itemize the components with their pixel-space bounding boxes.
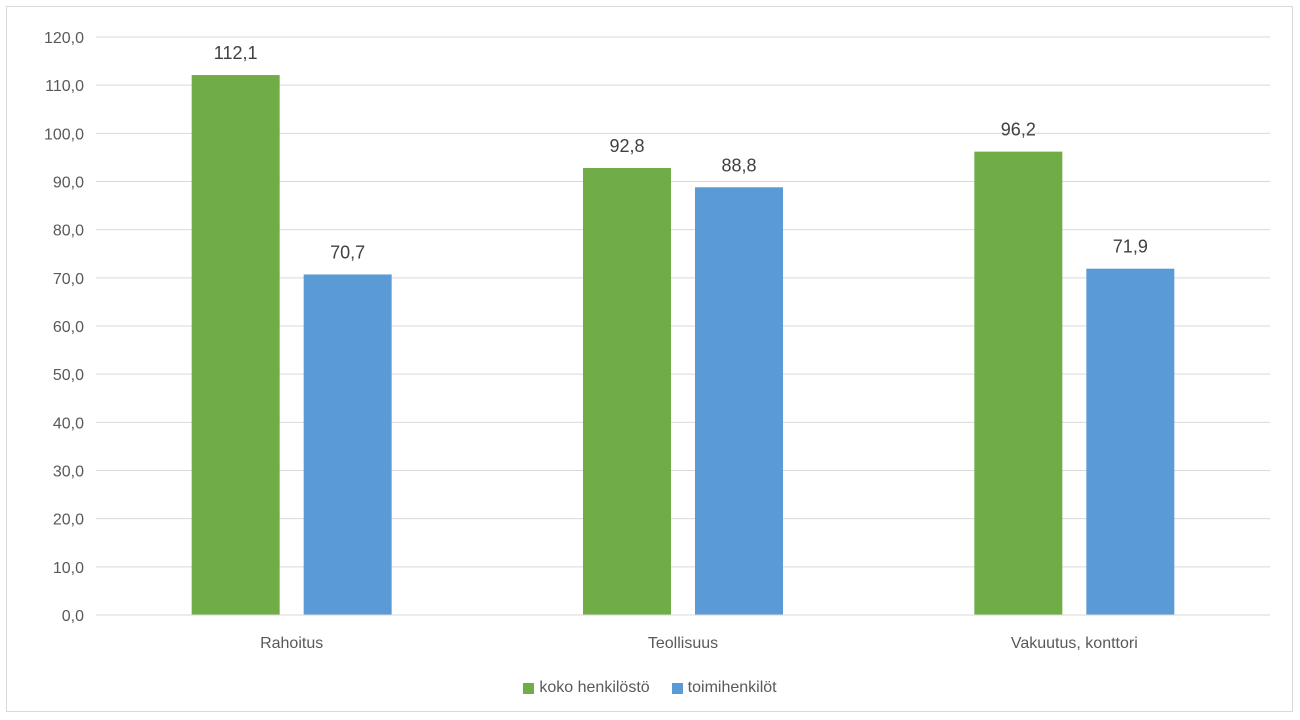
y-tick-label: 100,0 bbox=[44, 126, 84, 143]
data-label: 70,7 bbox=[330, 242, 365, 262]
y-tick-label: 10,0 bbox=[53, 560, 84, 577]
bars: 112,1 70,7 92,8 88,8 96,2 71,9 bbox=[191, 43, 1175, 616]
x-category-label: Teollisuus bbox=[648, 635, 718, 652]
y-tick-label: 90,0 bbox=[53, 175, 84, 192]
x-axis: Rahoitus Teollisuus Vakuutus, konttori bbox=[96, 614, 1270, 652]
x-category-label: Rahoitus bbox=[260, 635, 323, 652]
data-label: 112,1 bbox=[214, 43, 258, 63]
legend-label-series-1: toimihenkilöt bbox=[687, 679, 777, 696]
y-tick-label: 40,0 bbox=[53, 415, 84, 432]
bar-0-2 bbox=[974, 151, 1063, 616]
legend-swatch-series-0 bbox=[523, 682, 535, 694]
legend-item-series-1: toimihenkilöt bbox=[671, 679, 777, 697]
data-label: 88,8 bbox=[721, 155, 756, 175]
y-tick-label: 30,0 bbox=[53, 464, 84, 481]
y-tick-label: 120,0 bbox=[44, 30, 84, 47]
bar-1-0 bbox=[303, 274, 392, 615]
legend-label-series-0: koko henkilöstö bbox=[539, 679, 650, 696]
bar-0-1 bbox=[583, 168, 671, 615]
y-tick-label: 20,0 bbox=[53, 512, 84, 529]
bar-1-1 bbox=[695, 187, 783, 615]
y-tick-label: 50,0 bbox=[53, 367, 84, 384]
y-tick-label: 110,0 bbox=[45, 78, 84, 95]
y-tick-label: 80,0 bbox=[53, 223, 84, 240]
y-tick-label: 70,0 bbox=[53, 271, 84, 288]
y-tick-label: 0,0 bbox=[62, 608, 84, 625]
data-label: 92,8 bbox=[609, 136, 644, 156]
bar-0-0 bbox=[191, 75, 280, 616]
legend: koko henkilöstö toimihenkilöt bbox=[0, 676, 1300, 700]
data-label: 96,2 bbox=[1001, 120, 1036, 140]
legend-swatch-series-1 bbox=[671, 682, 683, 694]
y-axis: 0,0 10,0 20,0 30,0 40,0 50,0 60,0 70,0 80,0 90,0 1… bbox=[44, 30, 84, 625]
bar-1-2 bbox=[1086, 268, 1175, 615]
x-category-label: Vakuutus, konttori bbox=[1011, 635, 1138, 652]
legend-item-series-0: koko henkilöstö bbox=[523, 679, 650, 697]
y-tick-label: 60,0 bbox=[53, 319, 84, 336]
data-label: 71,9 bbox=[1113, 237, 1148, 257]
